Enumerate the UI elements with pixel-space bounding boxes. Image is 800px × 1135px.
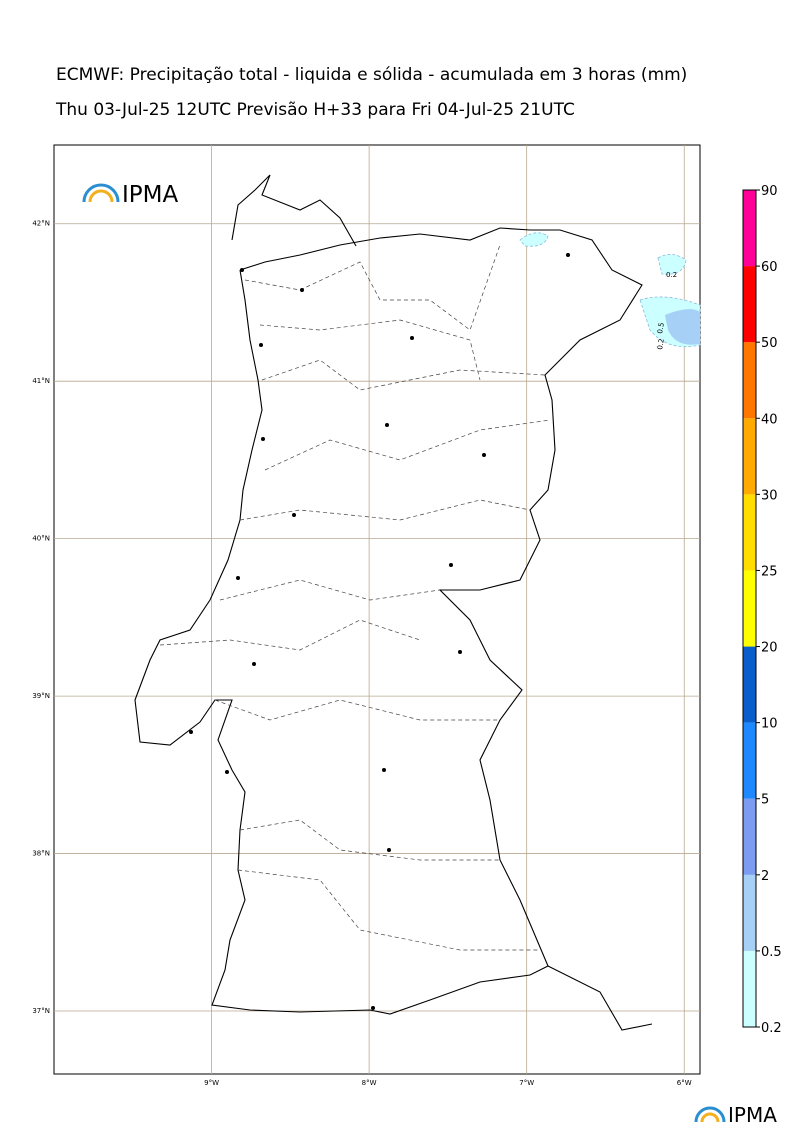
colorbar-segment bbox=[743, 874, 756, 951]
lon-label: 7°W bbox=[519, 1079, 534, 1087]
map: 42°N 41°N 40°N 39°N 38°N 37°N 9°W 8°W 7°W 6°W 0.2… bbox=[32, 144, 701, 1087]
lat-label: 39°N bbox=[32, 692, 50, 700]
logo: IPMA IPMA bbox=[82, 182, 777, 1127]
colorbar-label: 25 bbox=[761, 564, 778, 579]
contour-label: 0.2 bbox=[656, 338, 666, 350]
cities bbox=[189, 253, 570, 1010]
contour-label: 0.5 bbox=[656, 322, 666, 334]
colorbar-segment bbox=[743, 342, 756, 419]
colorbar-label: 90 bbox=[761, 184, 778, 199]
colorbar-label: 50 bbox=[761, 336, 778, 351]
colorbar-frame bbox=[742, 189, 757, 1028]
colorbar-segment bbox=[743, 494, 756, 571]
logo-text: IPMA bbox=[122, 182, 178, 208]
colorbar-segment bbox=[743, 722, 756, 799]
subtitle: Thu 03-Jul-25 12UTC Previsão H+33 para F… bbox=[55, 100, 575, 120]
colorbar-label: 60 bbox=[761, 260, 778, 275]
lon-label: 8°W bbox=[362, 1079, 377, 1087]
lat-label: 42°N bbox=[32, 220, 50, 228]
precip-area bbox=[519, 232, 701, 348]
lon-label: 9°W bbox=[204, 1079, 219, 1087]
colorbar-label: 30 bbox=[761, 488, 778, 503]
precip-area bbox=[665, 309, 700, 345]
colorbar-segment bbox=[743, 570, 756, 647]
colorbar-label: 0.5 bbox=[761, 945, 782, 960]
colorbar-segment bbox=[743, 646, 756, 723]
colorbar-segment bbox=[743, 418, 756, 495]
border bbox=[239, 227, 643, 967]
colorbar-segment bbox=[743, 950, 756, 1027]
colorbar-label: 2 bbox=[761, 869, 769, 884]
colorbar-label: 0.2 bbox=[761, 1021, 782, 1036]
logo-text: IPMA bbox=[728, 1103, 777, 1127]
contour-label: 0.2 bbox=[666, 271, 677, 279]
colorbar-label: 40 bbox=[761, 412, 778, 427]
map-frame bbox=[53, 144, 701, 1075]
lat-label: 38°N bbox=[32, 850, 50, 858]
colorbar-segment bbox=[743, 190, 756, 267]
colorbar-label: 20 bbox=[761, 641, 778, 656]
lat-label: 40°N bbox=[32, 535, 50, 543]
colorbar-segment bbox=[743, 266, 756, 343]
colorbar-label: 5 bbox=[761, 793, 769, 808]
title: ECMWF: Precipitação total - liquida e só… bbox=[56, 65, 687, 85]
lon-label: 6°W bbox=[677, 1079, 692, 1087]
lat-label: 37°N bbox=[32, 1007, 50, 1015]
lat-label: 41°N bbox=[32, 377, 50, 385]
district-boundary bbox=[159, 244, 551, 951]
colorbar-segment bbox=[743, 798, 756, 875]
coastline bbox=[134, 174, 653, 1031]
colorbar-label: 10 bbox=[761, 717, 778, 732]
